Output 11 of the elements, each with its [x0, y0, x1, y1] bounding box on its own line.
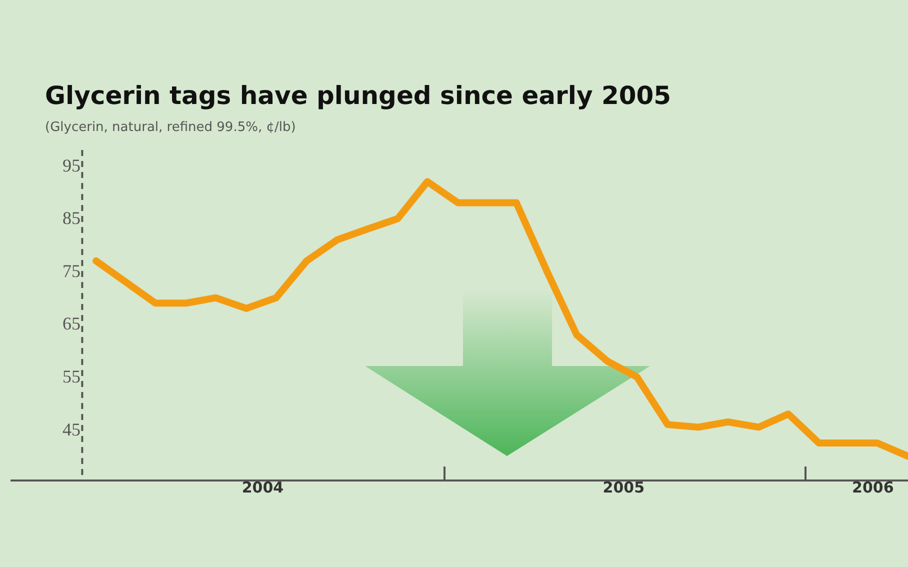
y-tick-label: 95 — [62, 155, 80, 176]
x-tick-label: 2005 — [602, 478, 645, 496]
y-tick-label: 85 — [62, 208, 80, 228]
x-tick-label: 2004 — [242, 478, 284, 496]
y-tick-label: 55 — [62, 366, 80, 387]
chart-subtitle: (Glycerin, natural, refined 99.5%, ¢/lb) — [45, 120, 296, 135]
y-tick-label: 45 — [62, 419, 80, 440]
y-tick-label: 65 — [62, 314, 80, 334]
x-tick-label: 2006 — [852, 478, 894, 496]
y-tick-label: 75 — [62, 260, 80, 281]
chart-title: Glycerin tags have plunged since early 2005 — [45, 81, 672, 110]
